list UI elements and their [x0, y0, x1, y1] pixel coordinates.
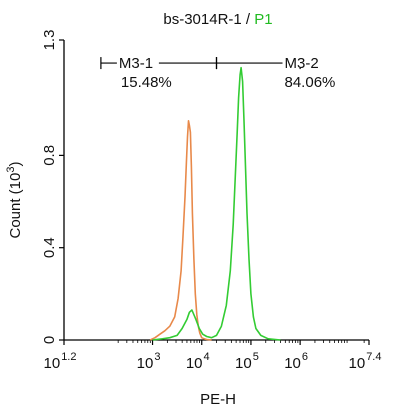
y-axis-title-unit-close: ) [7, 161, 24, 166]
y-axis-title: Count (103) [5, 161, 24, 238]
x-tick-label: 104 [186, 351, 210, 372]
x-tick-label: 106 [284, 351, 308, 372]
histogram-series-1 [149, 120, 212, 341]
y-axis-ticks: 0 0.4 0.8 1.3 [41, 30, 64, 344]
histogram-series-layer [149, 66, 281, 341]
histogram-series-2 [152, 66, 281, 341]
y-tick-label: 1.3 [41, 30, 58, 51]
x-axis-ticks: 101.2 103 104 105 106 107.4 [44, 340, 382, 372]
gate-label-bg-1 [116, 55, 159, 68]
x-tick-label: 105 [235, 351, 259, 372]
y-axis-title-unit-exp: 3 [5, 166, 17, 172]
chart-title-sample: bs-3014R-1 [163, 11, 241, 28]
x-tick-label: 103 [137, 351, 161, 372]
y-tick-label: 0.8 [41, 145, 58, 166]
y-tick-label: 0.4 [41, 237, 58, 258]
y-axis-title-label: Count [7, 198, 24, 239]
gate-percent-1: 15.48% [121, 74, 172, 91]
gate-percent-2: 84.06% [285, 74, 336, 91]
gate-name-2: M3-2 [285, 55, 319, 72]
x-axis-title: PE-H [200, 391, 236, 408]
gate-label-bg-2 [282, 55, 325, 68]
y-axis-title-unit-base: (10 [7, 173, 24, 195]
y-tick-label: 0 [41, 336, 58, 344]
x-tick-label: 101.2 [44, 351, 77, 372]
x-tick-label: 107.4 [349, 351, 382, 372]
chart-title: bs-3014R-1 / P1 [163, 11, 272, 28]
gates-layer: M3-1 15.48% M3-2 84.06% [100, 55, 336, 91]
chart-title-gate: P1 [254, 11, 272, 28]
gate-name-1: M3-1 [119, 55, 153, 72]
chart-title-separator: / [242, 11, 255, 28]
